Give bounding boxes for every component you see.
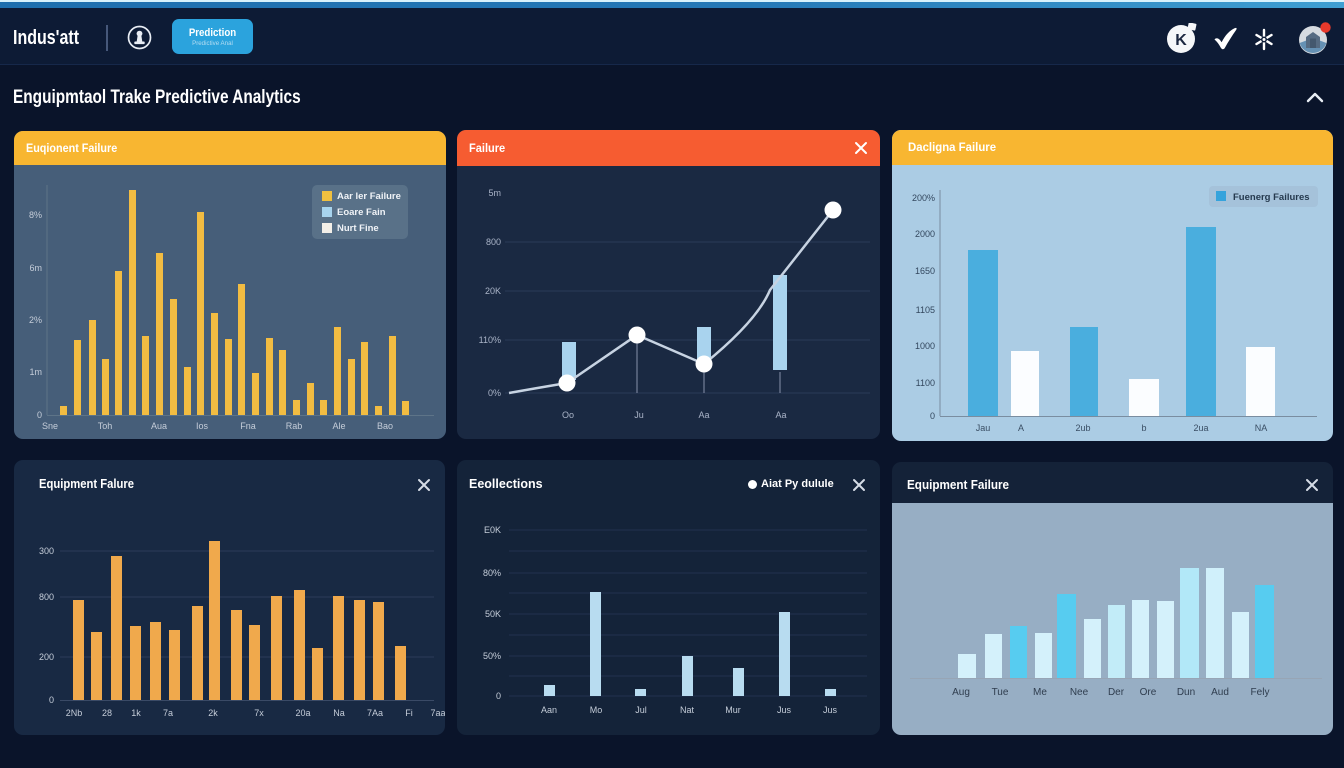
svg-text:Dun: Dun <box>1177 687 1195 698</box>
svg-text:7aa: 7aa <box>430 708 445 718</box>
svg-text:50K: 50K <box>485 609 501 619</box>
svg-text:Aa: Aa <box>775 410 786 420</box>
svg-text:1k: 1k <box>131 708 141 718</box>
svg-text:110%: 110% <box>479 335 501 345</box>
svg-text:NA: NA <box>1255 423 1268 433</box>
svg-text:2ua: 2ua <box>1193 423 1208 433</box>
svg-text:Aa: Aa <box>698 410 709 420</box>
svg-text:Aua: Aua <box>151 421 167 431</box>
svg-text:Nat: Nat <box>680 705 695 715</box>
svg-text:Der: Der <box>1108 687 1125 698</box>
svg-text:800: 800 <box>486 237 501 247</box>
svg-text:Mur: Mur <box>725 705 741 715</box>
svg-text:Bao: Bao <box>377 421 393 431</box>
svg-text:1000: 1000 <box>915 341 935 351</box>
svg-text:Fna: Fna <box>240 421 256 431</box>
svg-text:0: 0 <box>49 695 54 705</box>
svg-text:Ju: Ju <box>634 410 644 420</box>
svg-text:0: 0 <box>930 411 935 421</box>
svg-text:Ale: Ale <box>332 421 345 431</box>
svg-text:8%: 8% <box>29 210 42 220</box>
svg-text:Aud: Aud <box>1211 687 1229 698</box>
svg-text:Toh: Toh <box>98 421 113 431</box>
svg-text:80%: 80% <box>483 568 501 578</box>
svg-text:Na: Na <box>333 708 345 718</box>
svg-text:Aan: Aan <box>541 705 557 715</box>
svg-text:Jau: Jau <box>976 423 991 433</box>
svg-text:2ub: 2ub <box>1075 423 1090 433</box>
svg-text:Sne: Sne <box>42 421 58 431</box>
svg-text:Aar ler Failure: Aar ler Failure <box>337 191 401 202</box>
svg-text:A: A <box>1018 423 1024 433</box>
svg-text:1m: 1m <box>29 367 42 377</box>
svg-text:28: 28 <box>102 708 112 718</box>
svg-text:7Aa: 7Aa <box>367 708 383 718</box>
svg-text:2000: 2000 <box>915 229 935 239</box>
svg-text:Oo: Oo <box>562 410 574 420</box>
svg-text:Nurt Fine: Nurt Fine <box>337 223 379 234</box>
svg-text:Tue: Tue <box>992 687 1009 698</box>
svg-text:Ore: Ore <box>1140 687 1157 698</box>
svg-text:7a: 7a <box>163 708 173 718</box>
svg-text:Nee: Nee <box>1070 687 1089 698</box>
svg-text:0: 0 <box>37 410 42 420</box>
svg-text:Jus: Jus <box>823 705 838 715</box>
svg-text:20a: 20a <box>295 708 310 718</box>
svg-text:Me: Me <box>1033 687 1047 698</box>
svg-text:Fi: Fi <box>405 708 413 718</box>
svg-text:5m: 5m <box>488 188 501 198</box>
svg-text:2%: 2% <box>29 315 42 325</box>
svg-text:K: K <box>1175 32 1187 49</box>
svg-text:1100: 1100 <box>916 378 935 388</box>
svg-text:1650: 1650 <box>915 266 935 276</box>
svg-text:Jus: Jus <box>777 705 792 715</box>
svg-text:2Nb: 2Nb <box>66 708 83 718</box>
svg-text:Fuenerg Failures: Fuenerg Failures <box>1233 192 1310 203</box>
svg-text:200: 200 <box>39 652 54 662</box>
svg-text:0%: 0% <box>488 388 501 398</box>
svg-text:300: 300 <box>39 546 54 556</box>
svg-text:800: 800 <box>39 592 54 602</box>
svg-text:200%: 200% <box>912 193 935 203</box>
svg-text:Rab: Rab <box>286 421 303 431</box>
svg-text:Fely: Fely <box>1251 687 1270 698</box>
svg-text:0: 0 <box>496 691 501 701</box>
svg-text:2k: 2k <box>208 708 218 718</box>
svg-text:E0K: E0K <box>484 525 501 535</box>
svg-text:6m: 6m <box>29 263 42 273</box>
svg-text:7x: 7x <box>254 708 264 718</box>
svg-text:20K: 20K <box>485 286 501 296</box>
svg-text:1105: 1105 <box>916 305 935 315</box>
svg-text:Aug: Aug <box>952 687 970 698</box>
svg-text:Jul: Jul <box>635 705 647 715</box>
svg-text:Eoare Fain: Eoare Fain <box>337 207 386 218</box>
svg-text:b: b <box>1141 423 1146 433</box>
svg-text:Mo: Mo <box>590 705 603 715</box>
svg-text:50%: 50% <box>483 651 501 661</box>
svg-text:Ios: Ios <box>196 421 209 431</box>
